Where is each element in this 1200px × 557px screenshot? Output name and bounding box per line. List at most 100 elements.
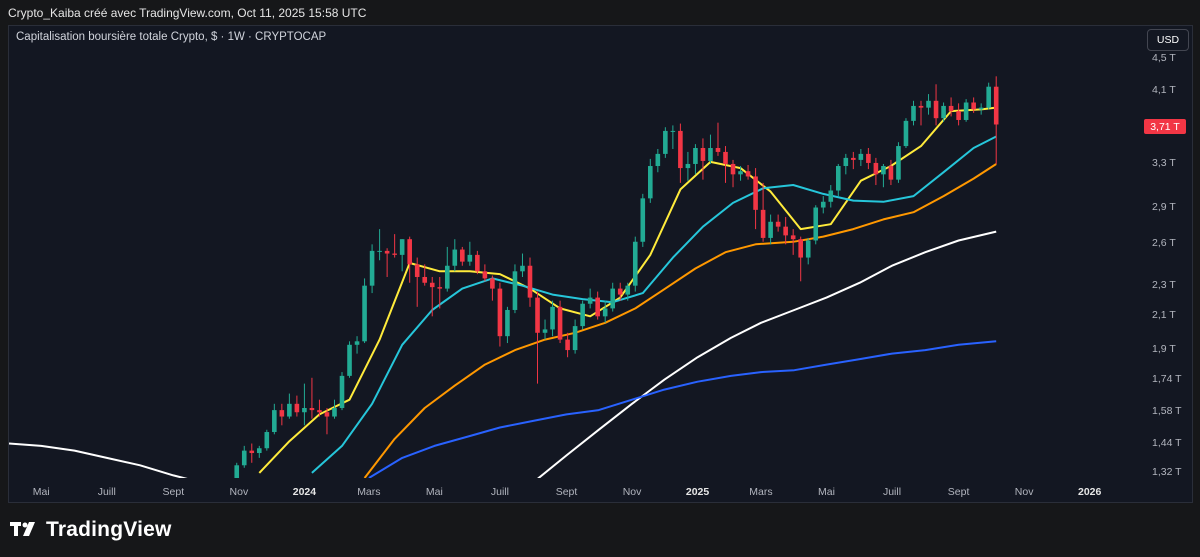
candle-body	[264, 432, 270, 449]
candlestick	[948, 97, 954, 117]
candlestick	[234, 462, 240, 478]
candlestick	[520, 253, 525, 277]
y-tick-label: 4,1 T	[1152, 83, 1176, 96]
candlestick	[986, 82, 991, 110]
candlestick	[805, 237, 811, 265]
chart-title: Capitalisation boursière totale Crypto, …	[16, 31, 327, 43]
candle-body	[279, 410, 285, 417]
candle-body	[520, 265, 525, 272]
candlestick	[505, 306, 510, 344]
x-tick-label: Juill	[97, 486, 116, 498]
candlestick	[324, 408, 330, 435]
candle-body	[723, 151, 728, 164]
candle-body	[948, 105, 954, 112]
y-tick-label: 1,44 T	[1152, 436, 1182, 449]
candlestick	[813, 205, 819, 245]
candle-body	[632, 241, 638, 286]
candle-body	[625, 285, 631, 295]
candlestick	[820, 196, 826, 214]
candlestick	[527, 257, 533, 307]
candlestick	[730, 159, 736, 188]
candle-body	[429, 282, 435, 288]
x-tick-label: Mai	[425, 486, 443, 498]
x-tick-label: 2026	[1077, 486, 1102, 498]
candle-body	[775, 221, 781, 227]
candlestick	[557, 300, 563, 344]
candlestick	[264, 429, 270, 451]
candle-body	[760, 209, 766, 238]
candle-body	[851, 157, 856, 160]
candle-body	[272, 410, 277, 433]
candle-body	[249, 450, 255, 454]
candlestick	[490, 275, 495, 301]
candle-body	[798, 239, 803, 258]
candlestick	[843, 153, 849, 175]
candlestick	[542, 319, 548, 340]
candlestick	[347, 341, 352, 378]
candlestick	[362, 278, 367, 344]
candle-body	[437, 287, 443, 289]
candlestick	[572, 319, 578, 354]
candlestick	[444, 246, 450, 292]
candle-body	[595, 297, 600, 317]
candle-body	[317, 410, 322, 413]
candlestick	[835, 163, 841, 197]
candle-body	[309, 408, 315, 411]
candlestick	[655, 148, 661, 173]
candle-body	[377, 250, 382, 252]
candle-body	[392, 253, 397, 255]
candlestick	[429, 276, 435, 317]
candle-body	[693, 148, 698, 164]
candlestick	[993, 76, 999, 164]
candle-body	[881, 166, 886, 175]
candlestick	[595, 291, 600, 320]
chart-attribution: Crypto_Kaiba créé avec TradingView.com, …	[8, 6, 367, 20]
candle-body	[354, 341, 360, 345]
candlestick	[760, 182, 766, 242]
candlestick	[941, 102, 946, 122]
candle-body	[918, 105, 924, 108]
candlestick	[550, 300, 555, 337]
candlestick	[693, 144, 698, 175]
candle-body	[963, 102, 969, 120]
candle-body	[993, 86, 999, 125]
moving-averages	[9, 106, 997, 478]
candle-body	[685, 163, 691, 169]
candle-body	[399, 239, 405, 255]
candlestick	[896, 142, 901, 183]
candlestick	[565, 332, 570, 358]
candle-body	[670, 130, 676, 132]
candlestick	[663, 127, 668, 158]
candle-body	[971, 102, 976, 110]
x-tick-label: 2025	[685, 486, 710, 498]
candlestick	[738, 166, 743, 181]
candle-body	[467, 254, 473, 262]
candle-body	[339, 375, 345, 409]
candlestick	[723, 146, 728, 183]
candle-body	[617, 288, 623, 295]
candlestick	[700, 138, 706, 180]
candle-body	[497, 288, 503, 337]
candlestick	[475, 250, 480, 275]
candlestick	[482, 264, 488, 282]
candlestick	[437, 276, 443, 309]
candle-body	[655, 153, 661, 167]
currency-button[interactable]: USD	[1147, 29, 1189, 51]
candle-body	[535, 297, 540, 333]
x-tick-label: Nov	[1014, 486, 1034, 498]
candlestick	[279, 403, 285, 426]
candlestick	[317, 399, 322, 417]
candlestick	[978, 103, 984, 115]
candlestick	[956, 103, 961, 126]
candlestick	[460, 246, 465, 266]
candle-body	[610, 288, 616, 309]
candle-body	[384, 250, 390, 254]
candlestick	[715, 122, 721, 156]
candlestick	[775, 214, 781, 232]
candlestick	[497, 282, 503, 347]
tradingview-logo[interactable]: TradingView	[10, 518, 172, 542]
candle-body	[941, 105, 946, 119]
candle-body	[858, 153, 864, 160]
candlestick	[249, 443, 255, 463]
